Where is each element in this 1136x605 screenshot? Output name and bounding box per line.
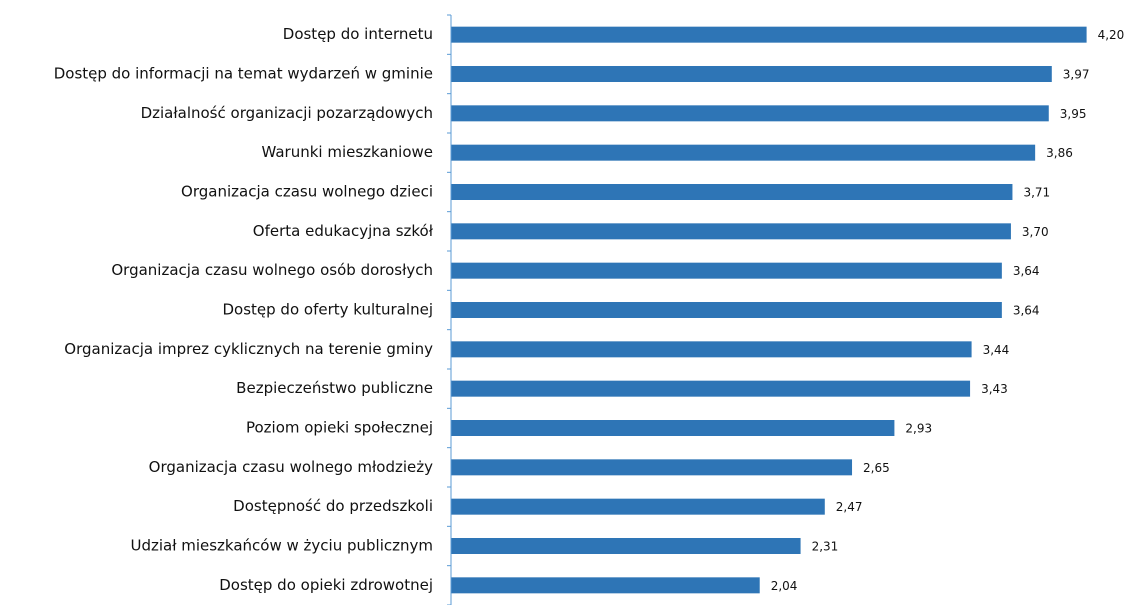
category-label: Dostęp do opieki zdrowotnej xyxy=(219,576,433,594)
category-label: Organizacja imprez cyklicznych na tereni… xyxy=(64,340,433,358)
value-label: 2,47 xyxy=(836,500,863,514)
category-label: Bezpieczeństwo publiczne xyxy=(236,379,433,397)
bar xyxy=(451,105,1049,122)
value-label: 2,04 xyxy=(771,579,798,593)
value-label: 3,43 xyxy=(981,382,1008,396)
category-label: Warunki mieszkaniowe xyxy=(261,143,433,161)
bar xyxy=(451,223,1011,240)
bar xyxy=(451,577,760,594)
value-label: 2,93 xyxy=(905,422,932,436)
value-label: 3,86 xyxy=(1046,146,1073,160)
bar xyxy=(451,302,1002,318)
bar xyxy=(451,341,972,358)
category-label: Dostęp do internetu xyxy=(283,25,433,43)
value-label: 3,71 xyxy=(1023,186,1050,200)
value-label: 3,70 xyxy=(1022,225,1049,239)
value-label: 2,31 xyxy=(812,540,839,554)
category-label: Poziom opieki społecznej xyxy=(246,419,433,437)
category-label: Działalność organizacji pozarządowych xyxy=(141,104,433,122)
category-label: Organizacja czasu wolnego dzieci xyxy=(181,183,433,201)
category-label: Dostępność do przedszkoli xyxy=(233,497,433,515)
bar xyxy=(451,538,801,554)
category-label: Dostęp do informacji na temat wydarzeń w… xyxy=(54,65,433,83)
value-label: 3,95 xyxy=(1060,107,1087,121)
bar xyxy=(451,262,1002,279)
value-label: 4,20 xyxy=(1098,28,1125,42)
category-label: Oferta edukacyjna szkół xyxy=(253,222,434,240)
category-label: Dostęp do oferty kulturalnej xyxy=(222,301,433,319)
value-label: 2,65 xyxy=(863,461,890,475)
value-label: 3,44 xyxy=(983,343,1010,357)
category-label: Organizacja czasu wolnego młodzieży xyxy=(149,458,433,476)
value-label: 3,64 xyxy=(1013,304,1040,318)
value-label: 3,64 xyxy=(1013,264,1040,278)
bar xyxy=(451,144,1036,161)
bar xyxy=(451,66,1052,82)
bar xyxy=(451,498,825,515)
category-label: Udział mieszkańców w życiu publicznym xyxy=(130,537,433,555)
bar xyxy=(451,459,853,476)
bar xyxy=(451,26,1087,43)
value-label: 3,97 xyxy=(1063,68,1090,82)
category-label: Organizacja czasu wolnego osób dorosłych xyxy=(111,261,433,279)
bar xyxy=(451,420,895,436)
bar xyxy=(451,184,1013,200)
bar xyxy=(451,380,971,397)
